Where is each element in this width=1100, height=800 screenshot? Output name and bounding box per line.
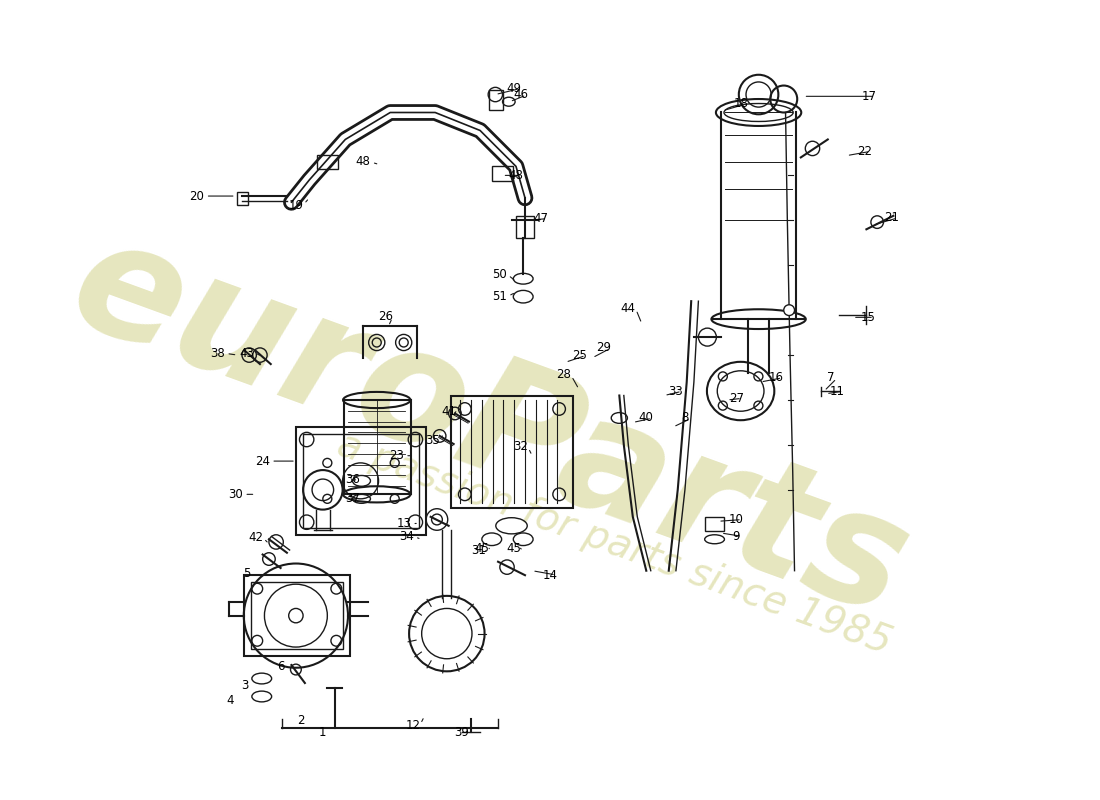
Bar xyxy=(490,90,503,110)
Text: 17: 17 xyxy=(861,90,877,103)
Text: 30: 30 xyxy=(229,488,243,501)
Text: 13: 13 xyxy=(396,518,411,530)
Text: 5: 5 xyxy=(243,567,250,580)
Text: 44: 44 xyxy=(620,302,636,315)
Text: 28: 28 xyxy=(557,368,571,382)
Circle shape xyxy=(783,305,794,315)
Text: 22: 22 xyxy=(857,145,872,158)
Bar xyxy=(451,395,573,508)
Text: 23: 23 xyxy=(389,450,404,462)
Text: 24: 24 xyxy=(255,454,271,467)
Bar xyxy=(251,582,342,649)
Text: 43: 43 xyxy=(239,346,254,360)
Text: 47: 47 xyxy=(534,212,549,225)
Text: 40: 40 xyxy=(639,411,653,425)
Bar xyxy=(516,216,534,238)
Bar xyxy=(317,154,338,169)
Text: 42: 42 xyxy=(248,531,263,544)
Text: 31: 31 xyxy=(471,545,486,558)
Text: 16: 16 xyxy=(769,371,784,384)
Text: 2: 2 xyxy=(297,714,304,727)
Text: 15: 15 xyxy=(861,311,876,324)
Text: 35: 35 xyxy=(425,434,440,447)
Text: 3: 3 xyxy=(241,679,249,692)
Text: 51: 51 xyxy=(493,290,507,303)
Text: 46: 46 xyxy=(513,88,528,101)
Text: 27: 27 xyxy=(728,392,744,405)
Text: 48: 48 xyxy=(355,155,371,169)
Text: 10: 10 xyxy=(728,513,744,526)
Text: 26: 26 xyxy=(378,310,393,323)
Text: 34: 34 xyxy=(399,530,414,543)
Text: 50: 50 xyxy=(493,268,507,281)
Text: 21: 21 xyxy=(884,211,899,224)
Bar xyxy=(705,517,725,531)
Text: 36: 36 xyxy=(345,473,360,486)
Bar xyxy=(238,191,249,205)
Text: 4: 4 xyxy=(227,694,234,707)
Bar xyxy=(492,166,514,181)
Text: 6: 6 xyxy=(277,660,285,674)
Text: 12: 12 xyxy=(405,718,420,732)
Text: a passion for parts since 1985: a passion for parts since 1985 xyxy=(332,426,898,662)
Text: 25: 25 xyxy=(572,349,587,362)
Text: 33: 33 xyxy=(669,385,683,398)
Text: 45: 45 xyxy=(506,542,520,554)
Text: 32: 32 xyxy=(513,440,528,454)
Text: 14: 14 xyxy=(542,569,558,582)
Text: 41: 41 xyxy=(441,405,456,418)
Text: 11: 11 xyxy=(830,385,845,398)
Text: 45: 45 xyxy=(474,542,490,554)
Text: euroParts: euroParts xyxy=(52,205,927,650)
Text: 18: 18 xyxy=(734,97,748,110)
Text: 49: 49 xyxy=(507,82,521,94)
Bar xyxy=(296,427,426,534)
Text: 37: 37 xyxy=(345,492,360,506)
Text: 7: 7 xyxy=(827,371,834,384)
Bar xyxy=(304,434,419,527)
Bar xyxy=(343,400,411,494)
Text: 38: 38 xyxy=(210,346,225,360)
Text: 48: 48 xyxy=(508,169,524,182)
Text: 29: 29 xyxy=(596,342,612,354)
Text: 9: 9 xyxy=(733,530,740,543)
Bar xyxy=(244,575,350,656)
Text: 8: 8 xyxy=(681,411,689,425)
Text: 19: 19 xyxy=(288,198,304,211)
Text: 1: 1 xyxy=(319,726,327,739)
Text: 39: 39 xyxy=(454,726,470,739)
Text: 20: 20 xyxy=(189,190,205,202)
